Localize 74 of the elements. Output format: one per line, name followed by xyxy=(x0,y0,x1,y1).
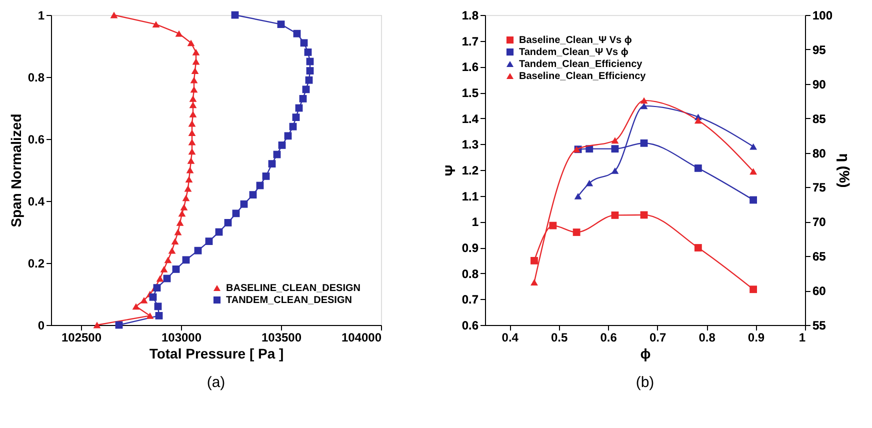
point xyxy=(750,196,758,204)
point xyxy=(572,228,580,236)
y-tick-label: 1.1 xyxy=(462,189,479,204)
point xyxy=(640,97,648,104)
y-tick-label: 1.6 xyxy=(462,60,479,74)
x-tick-label: 1 xyxy=(798,330,806,344)
point xyxy=(694,164,702,172)
legend-label: BASELINE_CLEAN_DESIGN xyxy=(226,283,360,294)
legend-label: Baseline_Clean_Ψ Vs ϕ xyxy=(519,35,632,46)
point xyxy=(530,279,538,286)
y-tick-label: 0.2 xyxy=(28,256,45,270)
point xyxy=(694,117,702,124)
y2-axis-title: η (%) xyxy=(836,153,853,188)
y-tick-label: 0.6 xyxy=(28,132,45,146)
point xyxy=(750,286,758,294)
x-tick-label: 0.6 xyxy=(600,330,618,344)
x-tick-label: 104000 xyxy=(341,330,382,344)
point xyxy=(750,143,758,150)
point xyxy=(574,192,582,200)
legend-label: Tandem_Clean_Efficiency xyxy=(519,59,643,70)
y-tick-label: 0.9 xyxy=(462,241,479,255)
point xyxy=(640,139,648,147)
point xyxy=(640,211,648,219)
point xyxy=(586,180,594,186)
point xyxy=(530,256,538,264)
x-tick-label: 0.5 xyxy=(551,330,568,344)
y-tick-label: 1.3 xyxy=(462,138,479,152)
legend-label: TANDEM_CLEAN_DESIGN xyxy=(226,295,352,306)
x-tick-label: 0.9 xyxy=(748,330,765,344)
y-tick-label: 0.4 xyxy=(28,194,45,208)
point xyxy=(611,137,619,144)
x-tick-label: 103500 xyxy=(261,330,302,344)
x-tick-label: 0.8 xyxy=(698,330,716,344)
y-tick-label: 1.8 xyxy=(462,8,479,22)
legend-label: Baseline_Clean_Efficiency xyxy=(519,71,646,82)
x-tick-label: 0.7 xyxy=(649,330,666,344)
y2-tick-label: 95 xyxy=(812,42,826,57)
y2-tick-label: 75 xyxy=(812,180,826,195)
y2-tick-label: 85 xyxy=(812,112,826,126)
y2-tick-label: 80 xyxy=(812,146,826,160)
point xyxy=(640,102,648,110)
y2-tick-label: 60 xyxy=(812,284,826,298)
point xyxy=(549,222,557,230)
y-tick-label: 0.7 xyxy=(462,292,479,307)
y-tick-label: 0.6 xyxy=(462,318,479,332)
x-tick-label: 102500 xyxy=(61,330,102,344)
y-tick-label: 1 xyxy=(472,215,479,230)
text: (b) xyxy=(636,374,654,391)
y-tick-label: 0.8 xyxy=(462,266,479,281)
x-axis-title: Total Pressure [ Pa ] xyxy=(149,346,284,362)
y2-tick-label: 70 xyxy=(812,215,826,230)
y2-tick-label: 100 xyxy=(812,8,833,22)
y-tick-label: 1.4 xyxy=(462,112,479,126)
y-tick-label: 1.7 xyxy=(462,34,479,48)
y2-tick-label: 90 xyxy=(812,77,826,92)
legend-label: Tandem_Clean_Ψ Vs ϕ xyxy=(519,47,629,58)
y-axis-title: Span Normalized xyxy=(8,114,24,228)
y-tick-label: 0 xyxy=(38,318,45,332)
point xyxy=(611,212,619,219)
y-tick-label: 1 xyxy=(38,8,45,22)
text: (a) xyxy=(206,374,226,391)
y2-tick-label: 65 xyxy=(812,250,826,264)
point xyxy=(750,168,758,175)
y-tick-label: 0.8 xyxy=(28,70,45,84)
x-tick-label: 0.4 xyxy=(502,330,519,344)
point xyxy=(611,167,619,174)
y2-tick-label: 55 xyxy=(812,318,826,332)
x-axis-title: ϕ xyxy=(640,346,651,362)
point xyxy=(611,145,619,153)
y-tick-label: 1.2 xyxy=(462,164,479,178)
point xyxy=(694,244,702,252)
x-tick-label: 103000 xyxy=(161,330,202,344)
y-axis-title: Ψ xyxy=(442,164,458,176)
y-tick-label: 1.5 xyxy=(462,86,479,100)
